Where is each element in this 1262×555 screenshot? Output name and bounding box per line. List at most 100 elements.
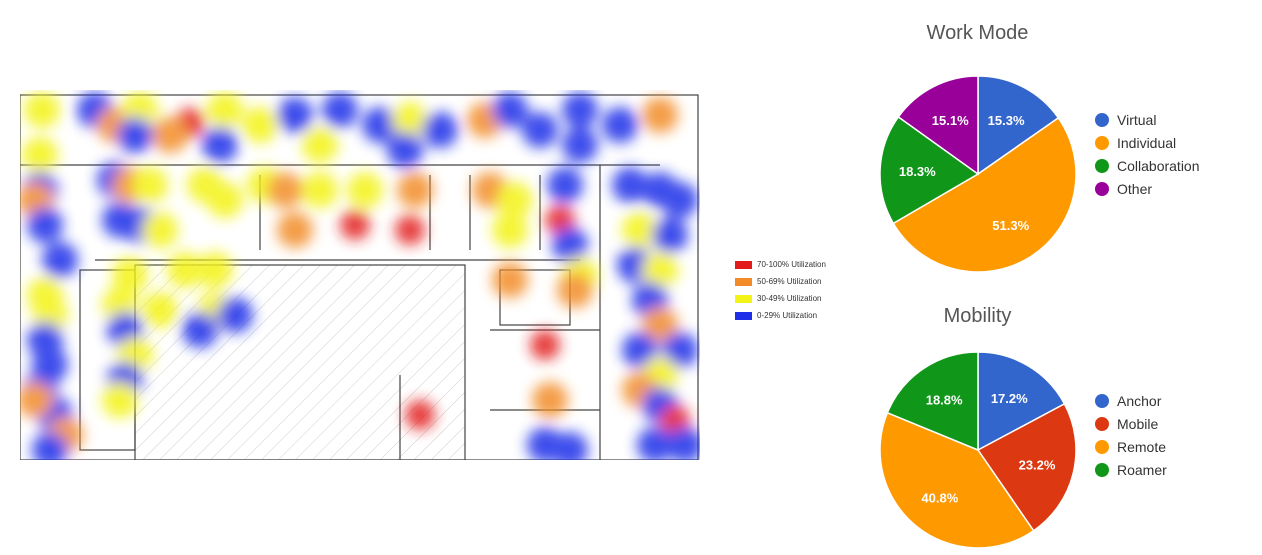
heat-spot (405, 400, 435, 430)
heat-spot (112, 257, 148, 293)
mobility-legend: Anchor Mobile Remote Roamer (1095, 389, 1167, 481)
heat-spot (497, 182, 533, 218)
utilization-legend-item: 0-29% Utilization (735, 307, 865, 324)
heat-spot (142, 212, 178, 248)
pie-slice-label: 18.3% (899, 164, 936, 179)
heat-spot (20, 382, 53, 418)
pie-slice (892, 116, 1077, 273)
heat-spot (522, 112, 558, 148)
heat-spot (395, 215, 425, 245)
pie-slice (976, 402, 1077, 532)
mobility-pie: 17.2% 23.2% 40.8% 18.8% (879, 351, 1077, 549)
heat-spot (642, 97, 678, 133)
heat-spot (397, 172, 433, 208)
heat-spot (207, 92, 243, 128)
pie-slice-label: 51.3% (992, 218, 1029, 233)
legend-swatch (1095, 439, 1109, 454)
heat-spot (662, 332, 698, 368)
work-mode-chart: Work Mode 15.3% 51.3% 18.3% 15.1% Virtual In… (870, 22, 1230, 282)
heat-spot (32, 432, 68, 460)
heat-spot (167, 252, 203, 288)
heat-spot (267, 172, 303, 208)
heat-spot (492, 92, 528, 128)
work-mode-legend: Virtual Individual Collaboration Other (1095, 108, 1200, 200)
legend-item: Individual (1095, 131, 1200, 154)
utilization-legend-item: 70-100% Utilization (735, 256, 865, 273)
pie-slice-label: 18.8% (926, 393, 963, 408)
heat-spot (362, 107, 398, 143)
pie-slice (879, 115, 980, 225)
heat-spot (552, 432, 588, 460)
utilization-swatch (735, 277, 752, 286)
utilization-legend-item: 50-69% Utilization (735, 273, 865, 290)
legend-swatch (1095, 112, 1109, 127)
heat-spot (622, 212, 658, 248)
heat-spot (532, 382, 568, 418)
heat-spot (182, 312, 218, 348)
heat-spot (622, 332, 658, 368)
legend-swatch (1095, 158, 1109, 173)
legend-swatch (1095, 181, 1109, 196)
floor-plan-heatmap (20, 92, 700, 460)
mobility-chart: Mobility 17.2% 23.2% 40.8% 18.8% Anchor Mobi… (870, 303, 1230, 553)
heat-spot (347, 172, 383, 208)
heat-spot (392, 102, 428, 138)
legend-label: Anchor (1117, 392, 1162, 409)
legend-swatch (1095, 462, 1109, 477)
pie-slice (879, 411, 1035, 549)
legend-item: Remote (1095, 435, 1167, 458)
legend-item: Anchor (1095, 389, 1167, 412)
legend-item: Collaboration (1095, 154, 1200, 177)
utilization-label: 70-100% Utilization (757, 260, 826, 269)
utilization-swatch (735, 260, 752, 269)
heat-spot (637, 427, 673, 460)
legend-label: Remote (1117, 438, 1167, 455)
heat-spot (652, 217, 688, 253)
heat-spot (387, 132, 423, 168)
heat-spot (642, 307, 678, 343)
heat-spot (142, 292, 178, 328)
heat-spot (22, 137, 58, 173)
utilization-legend-item: 30-49% Utilization (735, 290, 865, 307)
heat-spot (217, 297, 253, 333)
pie-slice (886, 351, 979, 452)
work-mode-title: Work Mode (926, 22, 1029, 44)
heat-spot (197, 252, 233, 288)
pie-slice (977, 75, 1060, 176)
utilization-label: 50-69% Utilization (757, 277, 822, 286)
legend-label: Individual (1117, 134, 1177, 151)
heat-spot (302, 127, 338, 163)
heat-spot (492, 212, 528, 248)
utilization-label: 0-29% Utilization (757, 311, 818, 320)
heat-spot (242, 107, 278, 143)
heat-spot (612, 167, 648, 203)
pie-slice-label: 15.3% (988, 113, 1025, 128)
heat-spot (530, 330, 560, 360)
heat-spot (152, 117, 188, 153)
heat-spot (102, 382, 138, 418)
work-mode-pie: 15.3% 51.3% 18.3% 15.1% (879, 75, 1077, 273)
legend-item: Roamer (1095, 458, 1167, 481)
legend-swatch (1095, 416, 1109, 431)
legend-label: Roamer (1117, 461, 1167, 478)
legend-label: Other (1117, 180, 1153, 197)
legend-label: Collaboration (1117, 157, 1200, 174)
heat-spot (492, 262, 528, 298)
heat-spot (552, 227, 588, 263)
heat-spot (562, 127, 598, 163)
legend-label: Mobile (1117, 415, 1159, 432)
utilization-label: 30-49% Utilization (757, 294, 822, 303)
pie-slice-label: 17.2% (991, 391, 1028, 406)
heat-spot (24, 92, 60, 128)
heat-spot (422, 112, 458, 148)
legend-item: Other (1095, 177, 1200, 200)
heat-spot (277, 212, 313, 248)
legend-label: Virtual (1117, 111, 1157, 128)
floor-plan-walls (20, 94, 699, 460)
heat-spot (642, 252, 678, 288)
heat-spot (662, 182, 698, 218)
heat-spot (117, 117, 153, 153)
legend-swatch (1095, 135, 1109, 150)
heat-spot (602, 107, 638, 143)
heat-spot (207, 182, 243, 218)
